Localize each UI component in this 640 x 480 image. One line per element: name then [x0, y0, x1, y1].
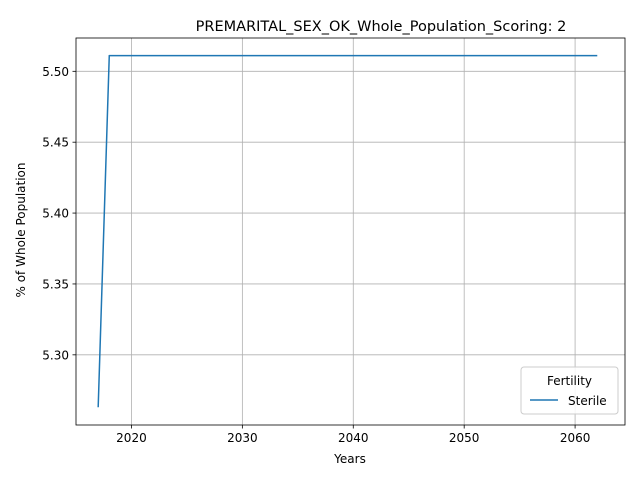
y-tick-label: 5.50	[42, 65, 69, 79]
x-tick-label: 2030	[227, 431, 258, 445]
x-tick-label: 2050	[449, 431, 480, 445]
x-axis-ticks: 2020 2030 2040 2050 2060	[116, 425, 590, 445]
legend-title: Fertility	[547, 374, 592, 388]
x-axis-label: Years	[333, 452, 366, 466]
legend-label-sterile: Sterile	[568, 394, 607, 408]
y-tick-label: 5.35	[42, 277, 69, 291]
series-line-sterile	[97, 54, 598, 408]
y-tick-label: 5.30	[42, 348, 69, 362]
legend-box	[520, 366, 619, 415]
y-tick-label: 5.45	[42, 136, 69, 150]
series-layer	[97, 54, 598, 408]
x-tick-label: 2020	[116, 431, 147, 445]
legend: Fertility Sterile	[520, 366, 619, 415]
chart-title: PREMARITAL_SEX_OK_Whole_Population_Scori…	[196, 19, 567, 35]
y-axis-label: % of Whole Population	[14, 163, 28, 298]
x-tick-label: 2040	[338, 431, 369, 445]
x-tick-label: 2060	[560, 431, 591, 445]
y-axis-ticks: 5.30 5.35 5.40 5.45 5.50	[42, 65, 76, 362]
plot-frame	[75, 37, 626, 426]
grid-lines	[76, 38, 625, 425]
y-tick-label: 5.40	[42, 207, 69, 221]
